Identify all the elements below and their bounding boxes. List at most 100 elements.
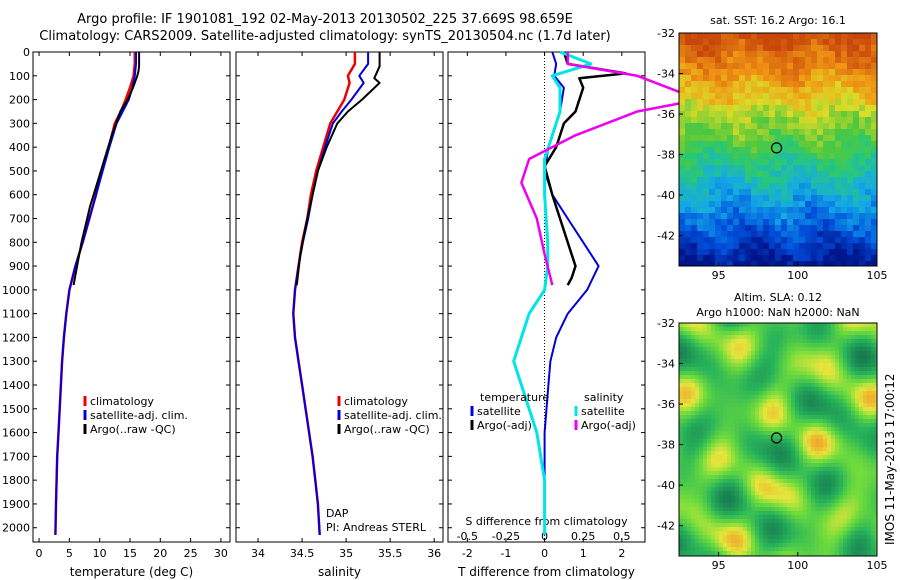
heatmap-cell <box>875 379 878 384</box>
heatmap-cell <box>699 459 704 464</box>
heatmap-cell <box>695 403 700 408</box>
heatmap-cell <box>775 403 780 408</box>
heatmap-cell <box>699 327 704 332</box>
heatmap-cell <box>835 45 842 52</box>
heatmap-cell <box>863 439 868 444</box>
heatmap-cell <box>707 495 712 500</box>
heatmap-cell <box>711 487 716 492</box>
heatmap-cell <box>763 359 768 364</box>
heatmap-cell <box>835 359 840 364</box>
heatmap-cell <box>811 543 816 548</box>
heatmap-cell <box>835 219 842 226</box>
heatmap-cell <box>739 75 746 82</box>
heatmap-cell <box>691 141 698 148</box>
heatmap-cell <box>847 399 852 404</box>
heatmap-cell <box>815 363 820 368</box>
heatmap-cell <box>775 515 780 520</box>
heatmap-cell <box>843 347 848 352</box>
heatmap-cell <box>803 515 808 520</box>
heatmap-cell <box>775 383 780 388</box>
heatmap-cell <box>865 249 872 256</box>
heatmap-cell <box>815 551 820 556</box>
heatmap-cell <box>831 535 836 540</box>
heatmap-cell <box>805 225 812 232</box>
heatmap-cell <box>727 323 732 328</box>
heatmap-cell <box>763 531 768 536</box>
heatmap-cell <box>767 543 772 548</box>
heatmap-cell <box>751 383 756 388</box>
heatmap-cell <box>853 111 860 118</box>
heatmap-cell <box>843 443 848 448</box>
heatmap-cell <box>679 165 686 172</box>
heatmap-cell <box>731 399 736 404</box>
heatmap-cell <box>711 543 716 548</box>
heatmap-cell <box>751 531 756 536</box>
heatmap-cell <box>843 323 848 328</box>
heatmap-cell <box>691 455 696 460</box>
heatmap-cell <box>763 331 768 336</box>
heatmap-cell <box>751 147 758 154</box>
heatmap-cell <box>695 375 700 380</box>
heatmap-cell <box>795 507 800 512</box>
heatmap-cell <box>835 99 842 106</box>
heatmap-cell <box>839 523 844 528</box>
heatmap-cell <box>703 39 710 46</box>
heatmap-cell <box>871 165 878 172</box>
heatmap-cell <box>703 327 708 332</box>
heatmap-cell <box>807 439 812 444</box>
heatmap-cell <box>691 99 698 106</box>
heatmap-cell <box>795 511 800 516</box>
heatmap-cell <box>843 495 848 500</box>
heatmap-cell <box>687 463 692 468</box>
heatmap-cell <box>787 515 792 520</box>
heatmap-cell <box>839 531 844 536</box>
heatmap-cell <box>839 415 844 420</box>
heatmap-cell <box>795 407 800 412</box>
heatmap-cell <box>703 237 710 244</box>
heatmap-cell <box>721 261 728 267</box>
heatmap-cell <box>815 535 820 540</box>
heatmap-cell <box>817 129 824 136</box>
heatmap-cell <box>747 519 752 524</box>
heatmap-cell <box>871 507 876 512</box>
heatmap-cell <box>695 423 700 428</box>
heatmap-cell <box>795 355 800 360</box>
heatmap-cell <box>851 347 856 352</box>
heatmap-cell <box>751 515 756 520</box>
heatmap-cell <box>745 171 752 178</box>
heatmap-cell <box>787 431 792 436</box>
heatmap-cell <box>803 407 808 412</box>
heatmap-cell <box>703 463 708 468</box>
heatmap-cell <box>775 507 780 512</box>
heatmap-cell <box>775 69 782 76</box>
heatmap-cell <box>707 371 712 376</box>
heatmap-cell <box>823 51 830 58</box>
heatmap-cell <box>831 495 836 500</box>
heatmap-cell <box>711 443 716 448</box>
heatmap-cell <box>745 183 752 190</box>
heatmap-cell <box>867 391 872 396</box>
heatmap-cell <box>727 249 734 256</box>
heatmap-cell <box>695 439 700 444</box>
heatmap-cell <box>679 391 684 396</box>
x-tick-label: 1 <box>580 547 587 560</box>
heatmap-cell <box>799 331 804 336</box>
heatmap-cell <box>831 507 836 512</box>
heatmap-cell <box>723 431 728 436</box>
heatmap-cell <box>739 543 744 548</box>
heatmap-cell <box>679 447 684 452</box>
heatmap-cell <box>775 147 782 154</box>
heatmap-cell <box>779 483 784 488</box>
heatmap-cell <box>697 201 704 208</box>
heatmap-cell <box>735 439 740 444</box>
heatmap-cell <box>783 483 788 488</box>
heatmap-cell <box>763 75 770 82</box>
heatmap-cell <box>807 459 812 464</box>
heatmap-cell <box>875 367 878 372</box>
heatmap-cell <box>679 519 684 524</box>
heatmap-cell <box>853 219 860 226</box>
heatmap-cell <box>847 177 854 184</box>
heatmap-cell <box>685 243 692 250</box>
heatmap-cell <box>715 483 720 488</box>
heatmap-cell <box>863 463 868 468</box>
